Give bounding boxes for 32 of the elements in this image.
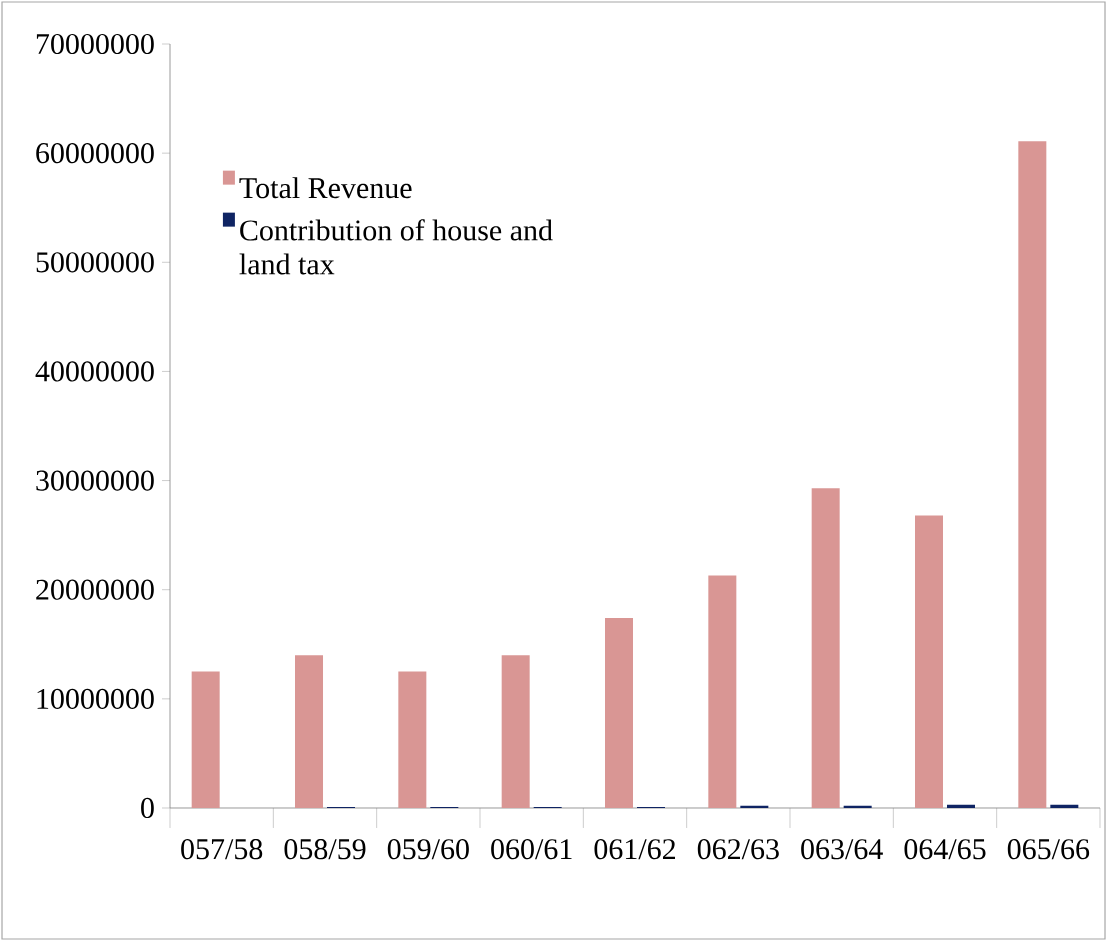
bar (915, 515, 943, 808)
bar (1050, 804, 1079, 808)
x-tick-label: 061/62 (594, 839, 676, 860)
x-tick-label: 062/63 (697, 839, 779, 860)
y-tick-label: 30000000 (36, 470, 154, 491)
x-tick-label: 064/65 (904, 839, 986, 860)
y-tick-label: 70000000 (36, 33, 154, 55)
bar (191, 671, 220, 808)
x-tick-label: 059/60 (387, 839, 469, 860)
y-tick-label: 40000000 (35, 361, 154, 382)
y-tick-label: 60000000 (36, 143, 154, 164)
bar (295, 655, 324, 808)
bar (1018, 141, 1047, 808)
bar (501, 655, 530, 808)
x-tick-label: 060/61 (491, 839, 572, 860)
y-tick-label: 20000000 (36, 579, 154, 600)
y-tick-label: 50000000 (36, 252, 154, 273)
x-tick-label: 058/59 (284, 839, 366, 860)
bar (740, 805, 769, 808)
bar (947, 804, 975, 808)
bar (811, 488, 840, 808)
x-tick-label: 057/58 (181, 839, 263, 860)
x-tick-label: 065/66 (1007, 839, 1090, 860)
bar (398, 671, 427, 808)
y-tick-label: 0 (141, 797, 154, 819)
bar (708, 575, 737, 808)
legend-label: Contribution of house and land tax (239, 219, 553, 275)
x-tick-label: 063/64 (801, 839, 883, 860)
bar (843, 805, 872, 808)
legend-label: Total Revenue (239, 177, 412, 199)
bar (605, 618, 634, 808)
y-tick-label: 10000000 (37, 688, 154, 709)
